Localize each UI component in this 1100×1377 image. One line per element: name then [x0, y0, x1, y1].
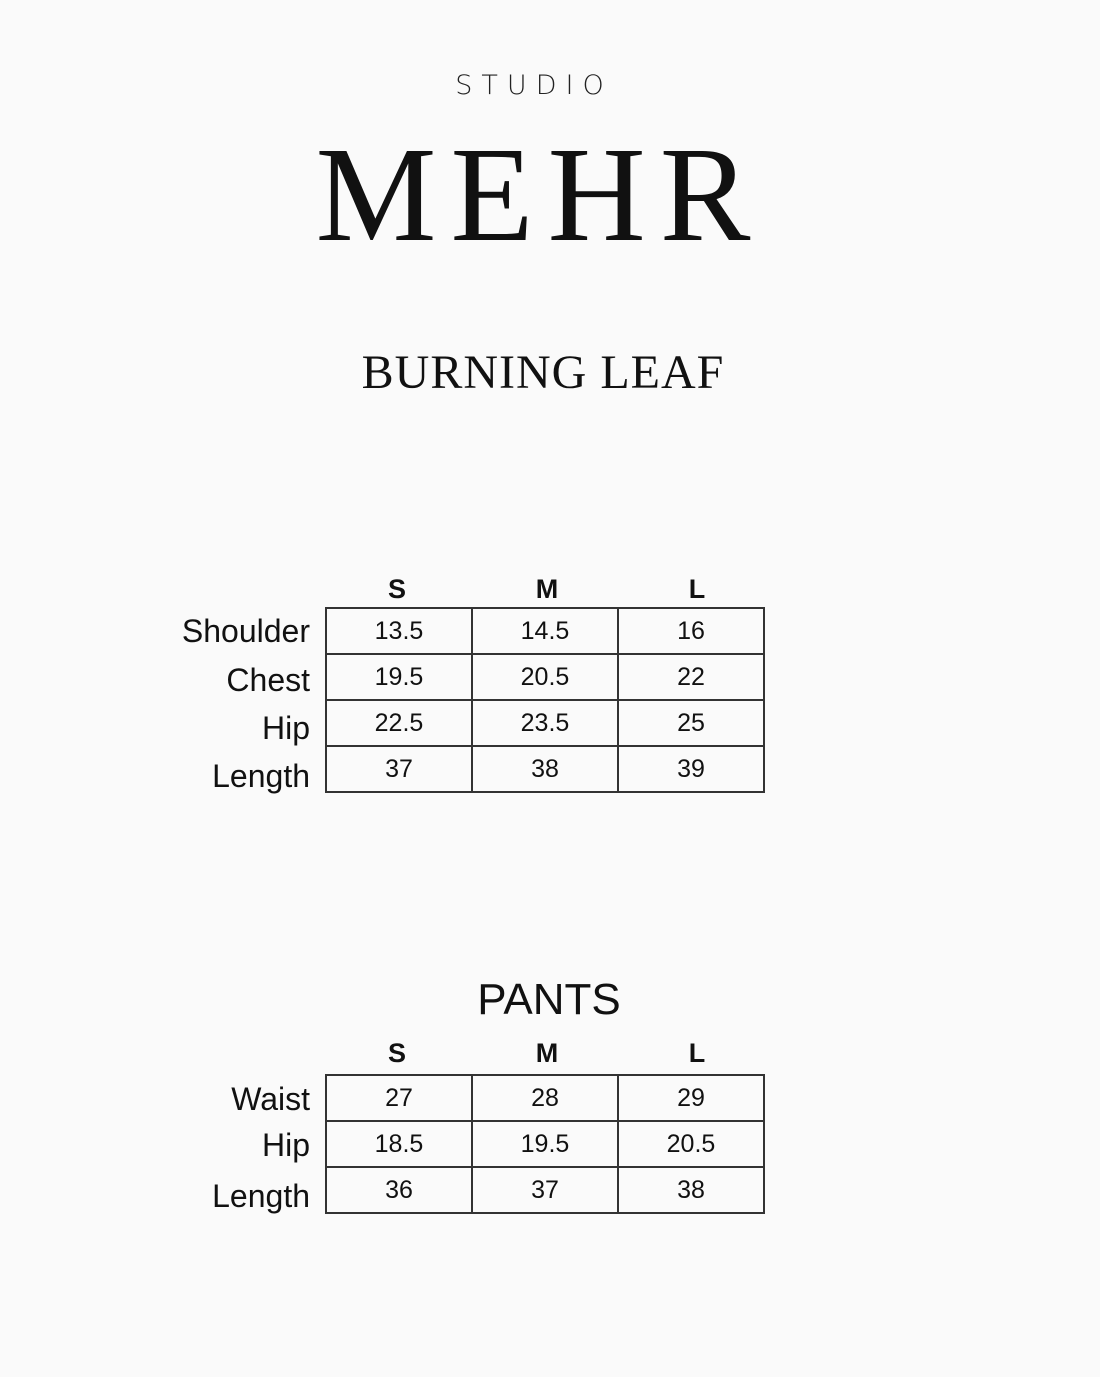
table-row: 19.5 20.5 22 [325, 653, 765, 701]
table-cell: 16 [617, 607, 765, 655]
table-cell: 22 [617, 653, 765, 701]
table-cell: 27 [325, 1074, 473, 1122]
brand-prefix: STUDIO [455, 70, 613, 101]
table-cell: 36 [325, 1166, 473, 1214]
table-cell: 13.5 [325, 607, 473, 655]
table-cell: 14.5 [471, 607, 619, 655]
size-header-s: S [387, 574, 406, 604]
table-row: 36 37 38 [325, 1166, 765, 1214]
table-cell: 38 [471, 745, 619, 793]
brand-logo: MEHR [315, 120, 765, 270]
row-label-chest: Chest [226, 662, 310, 698]
table-cell: 23.5 [471, 699, 619, 747]
table-row: 27 28 29 [325, 1074, 765, 1122]
table-cell: 18.5 [325, 1120, 473, 1168]
row-label-hip: Hip [261, 710, 310, 746]
table-row: 18.5 19.5 20.5 [325, 1120, 765, 1168]
table-cell: 22.5 [325, 699, 473, 747]
table-cell: 19.5 [471, 1120, 619, 1168]
table-row: 13.5 14.5 16 [325, 607, 765, 655]
table-cell: 37 [325, 745, 473, 793]
size-header-l: L [688, 574, 706, 604]
table-cell: 29 [617, 1074, 765, 1122]
table-row: 37 38 39 [325, 745, 765, 793]
row-label-length: Length [212, 758, 310, 794]
size-header-m: M [535, 1038, 559, 1068]
collection-title: BURNING LEAF [361, 346, 725, 399]
size-header-s: S [387, 1038, 406, 1068]
table-cell: 20.5 [471, 653, 619, 701]
row-label-shoulder: Shoulder [181, 613, 310, 649]
row-label-length: Length [212, 1178, 310, 1214]
table-cell: 20.5 [617, 1120, 765, 1168]
table-cell: 28 [471, 1074, 619, 1122]
table-row: 22.5 23.5 25 [325, 699, 765, 747]
top-measurements-table: 13.5 14.5 16 19.5 20.5 22 22.5 23.5 25 3… [325, 607, 765, 793]
table-cell: 38 [617, 1166, 765, 1214]
size-header-m: M [535, 574, 559, 604]
table-cell: 25 [617, 699, 765, 747]
pants-section-title: PANTS [477, 975, 621, 1024]
table-cell: 39 [617, 745, 765, 793]
row-label-hip: Hip [261, 1127, 310, 1163]
pants-measurements-table: 27 28 29 18.5 19.5 20.5 36 37 38 [325, 1074, 765, 1214]
table-cell: 37 [471, 1166, 619, 1214]
size-header-l: L [688, 1038, 706, 1068]
table-cell: 19.5 [325, 653, 473, 701]
row-label-waist: Waist [231, 1081, 310, 1117]
